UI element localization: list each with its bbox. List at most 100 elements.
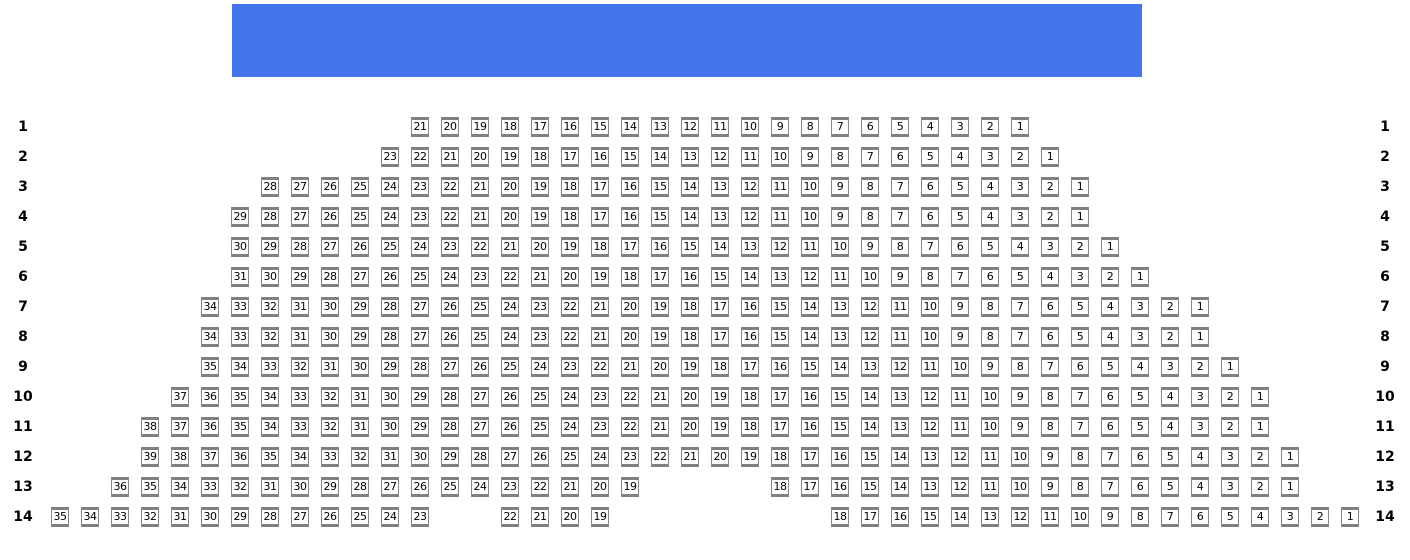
seat[interactable]: 17: [861, 507, 879, 527]
seat[interactable]: 34: [201, 297, 219, 317]
seat[interactable]: 18: [831, 507, 849, 527]
seat[interactable]: 20: [561, 507, 579, 527]
seat[interactable]: 11: [981, 447, 999, 467]
seat[interactable]: 2: [1191, 357, 1209, 377]
seat[interactable]: 26: [471, 357, 489, 377]
seat[interactable]: 37: [171, 417, 189, 437]
seat[interactable]: 30: [381, 417, 399, 437]
seat[interactable]: 14: [891, 447, 909, 467]
seat[interactable]: 28: [321, 267, 339, 287]
seat[interactable]: 35: [201, 357, 219, 377]
seat[interactable]: 9: [1041, 447, 1059, 467]
seat[interactable]: 5: [1011, 267, 1029, 287]
seat[interactable]: 10: [951, 357, 969, 377]
seat[interactable]: 20: [501, 207, 519, 227]
seat[interactable]: 4: [1161, 387, 1179, 407]
seat[interactable]: 38: [141, 417, 159, 437]
seat[interactable]: 22: [501, 267, 519, 287]
seat[interactable]: 6: [1191, 507, 1209, 527]
seat[interactable]: 22: [561, 327, 579, 347]
seat[interactable]: 2: [1041, 207, 1059, 227]
seat[interactable]: 33: [291, 417, 309, 437]
seat[interactable]: 17: [801, 447, 819, 467]
seat[interactable]: 33: [201, 477, 219, 497]
seat[interactable]: 31: [291, 297, 309, 317]
seat[interactable]: 12: [921, 417, 939, 437]
seat[interactable]: 13: [831, 297, 849, 317]
seat[interactable]: 8: [1131, 507, 1149, 527]
seat[interactable]: 8: [861, 207, 879, 227]
seat[interactable]: 13: [831, 327, 849, 347]
seat[interactable]: 1: [1191, 327, 1209, 347]
seat[interactable]: 20: [471, 147, 489, 167]
seat[interactable]: 25: [471, 297, 489, 317]
seat[interactable]: 19: [651, 297, 669, 317]
seat[interactable]: 10: [1011, 477, 1029, 497]
seat[interactable]: 11: [831, 267, 849, 287]
seat[interactable]: 20: [561, 267, 579, 287]
seat[interactable]: 8: [1041, 387, 1059, 407]
seat[interactable]: 31: [291, 327, 309, 347]
seat[interactable]: 16: [771, 357, 789, 377]
seat[interactable]: 3: [1221, 447, 1239, 467]
seat[interactable]: 10: [861, 267, 879, 287]
seat[interactable]: 16: [831, 447, 849, 467]
seat[interactable]: 19: [651, 327, 669, 347]
seat[interactable]: 20: [681, 387, 699, 407]
seat[interactable]: 32: [351, 447, 369, 467]
seat[interactable]: 15: [921, 507, 939, 527]
seat[interactable]: 28: [441, 417, 459, 437]
seat[interactable]: 22: [411, 147, 429, 167]
seat[interactable]: 15: [771, 327, 789, 347]
seat[interactable]: 13: [921, 477, 939, 497]
seat[interactable]: 16: [561, 117, 579, 137]
seat[interactable]: 32: [141, 507, 159, 527]
seat[interactable]: 18: [561, 207, 579, 227]
seat[interactable]: 34: [261, 387, 279, 407]
seat[interactable]: 9: [831, 177, 849, 197]
seat[interactable]: 9: [1041, 477, 1059, 497]
seat[interactable]: 6: [1041, 297, 1059, 317]
seat[interactable]: 26: [381, 267, 399, 287]
seat[interactable]: 15: [621, 147, 639, 167]
seat[interactable]: 1: [1041, 147, 1059, 167]
seat[interactable]: 25: [351, 207, 369, 227]
seat[interactable]: 4: [1101, 297, 1119, 317]
seat[interactable]: 31: [351, 387, 369, 407]
seat[interactable]: 5: [1071, 297, 1089, 317]
seat[interactable]: 6: [921, 207, 939, 227]
seat[interactable]: 3: [1191, 417, 1209, 437]
seat[interactable]: 2: [1161, 297, 1179, 317]
seat[interactable]: 10: [801, 207, 819, 227]
seat[interactable]: 8: [1071, 447, 1089, 467]
seat[interactable]: 22: [621, 417, 639, 437]
seat[interactable]: 2: [1251, 447, 1269, 467]
seat[interactable]: 14: [711, 237, 729, 257]
seat[interactable]: 20: [621, 327, 639, 347]
seat[interactable]: 28: [291, 237, 309, 257]
seat[interactable]: 26: [321, 507, 339, 527]
seat[interactable]: 7: [891, 177, 909, 197]
seat[interactable]: 25: [471, 327, 489, 347]
seat[interactable]: 32: [291, 357, 309, 377]
seat[interactable]: 34: [291, 447, 309, 467]
seat[interactable]: 1: [1011, 117, 1029, 137]
seat[interactable]: 11: [801, 237, 819, 257]
seat[interactable]: 19: [741, 447, 759, 467]
seat[interactable]: 9: [861, 237, 879, 257]
seat[interactable]: 21: [621, 357, 639, 377]
seat[interactable]: 33: [261, 357, 279, 377]
seat[interactable]: 20: [441, 117, 459, 137]
seat[interactable]: 20: [591, 477, 609, 497]
seat[interactable]: 24: [591, 447, 609, 467]
seat[interactable]: 37: [201, 447, 219, 467]
seat[interactable]: 14: [861, 417, 879, 437]
seat[interactable]: 26: [441, 297, 459, 317]
seat[interactable]: 9: [1101, 507, 1119, 527]
seat[interactable]: 2: [1221, 417, 1239, 437]
seat[interactable]: 31: [261, 477, 279, 497]
seat[interactable]: 26: [501, 417, 519, 437]
seat[interactable]: 33: [291, 387, 309, 407]
seat[interactable]: 22: [591, 357, 609, 377]
seat[interactable]: 14: [651, 147, 669, 167]
